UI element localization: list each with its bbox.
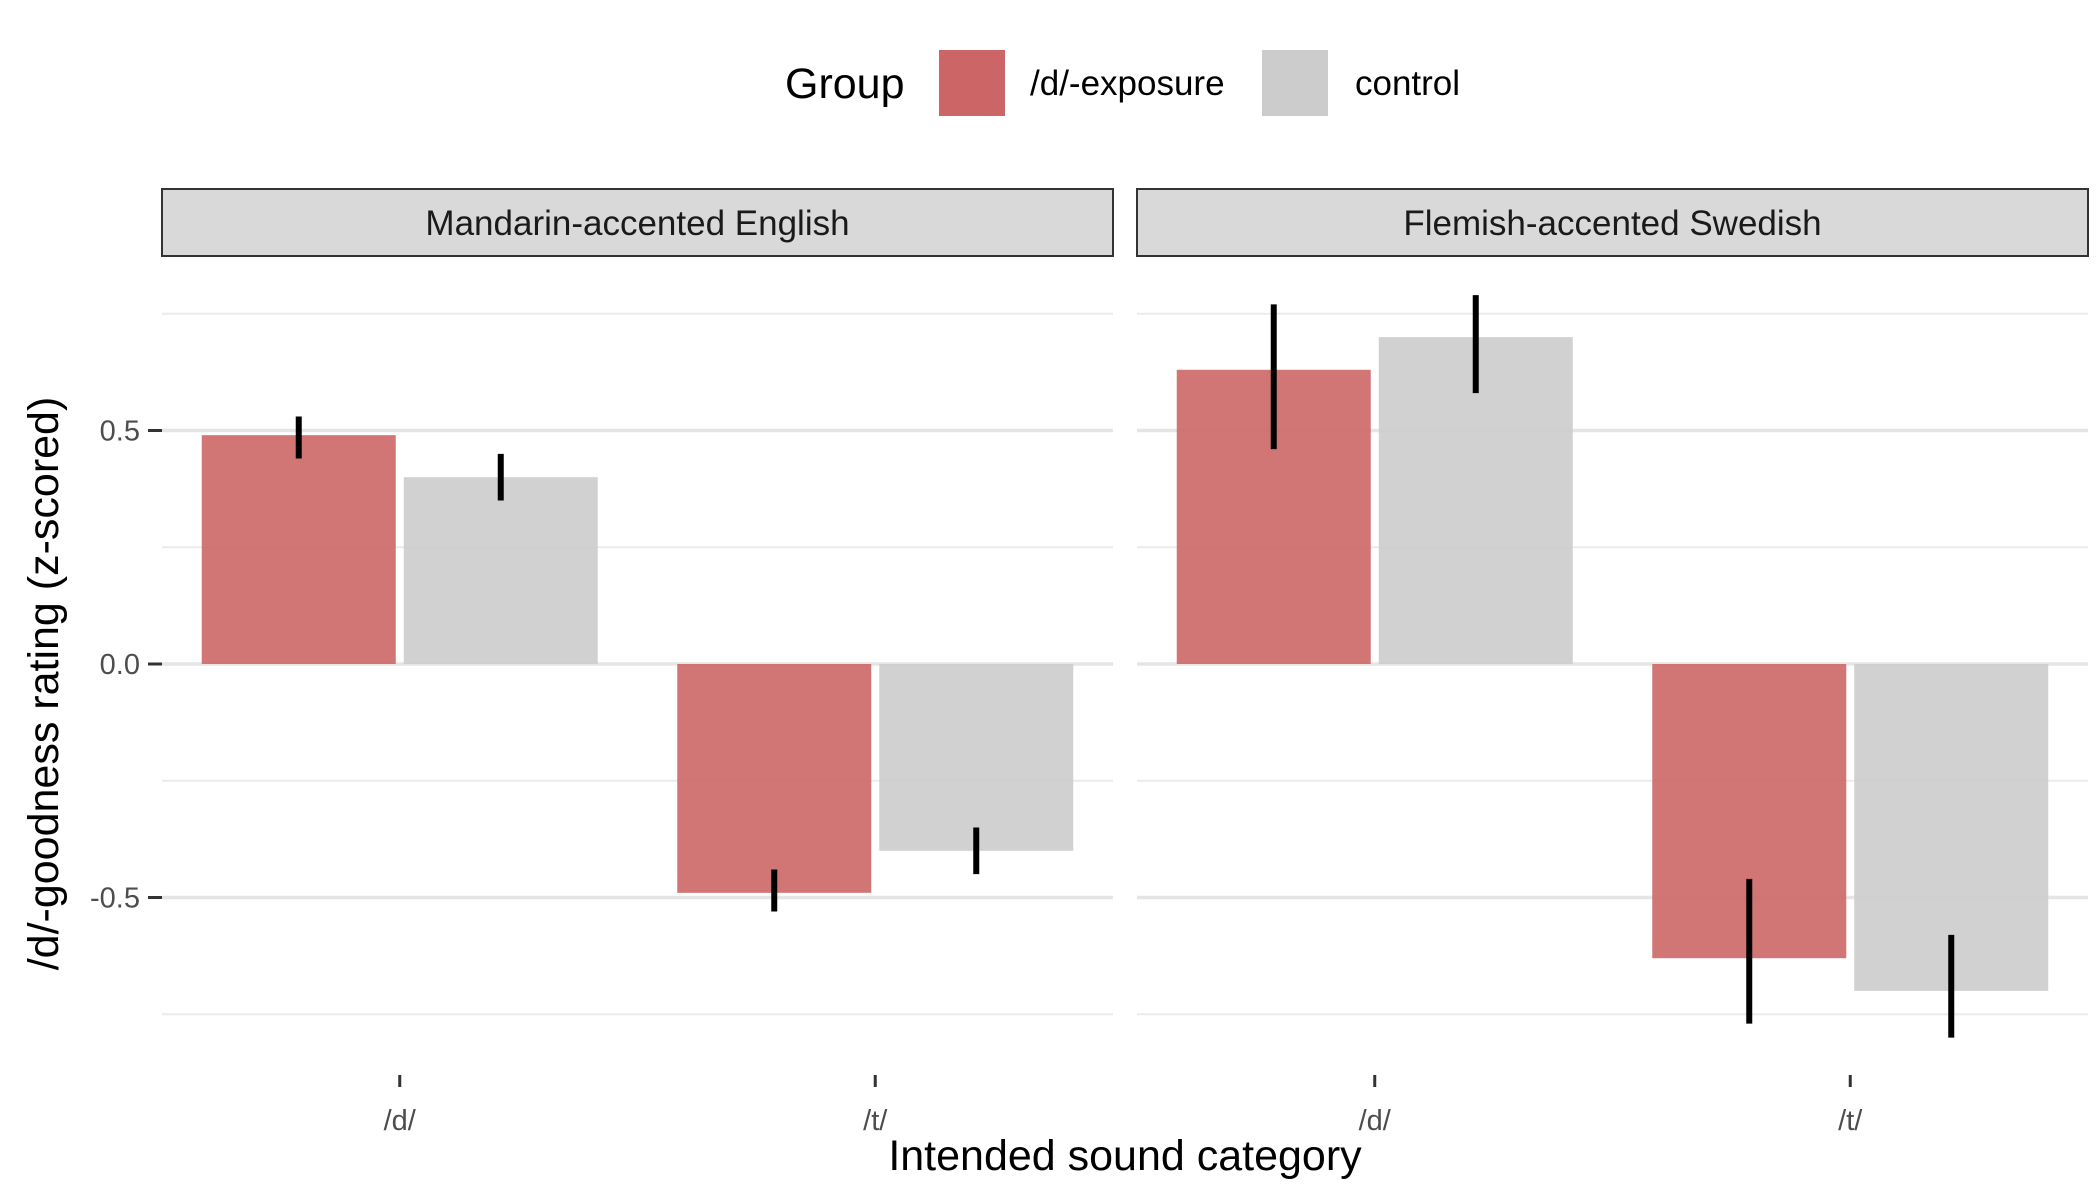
y-tick-label: 0.5 bbox=[100, 416, 140, 448]
panel-strip-1 bbox=[1136, 188, 2089, 257]
panels: Mandarin-accented English/d/ /t/Flemish-a… bbox=[161, 188, 2089, 1137]
y-axis: -0.5 0.0 0.5 bbox=[90, 416, 162, 915]
legend: Group /d/-exposure control bbox=[785, 50, 1460, 116]
legend-label-1: control bbox=[1355, 64, 1460, 103]
panel-title-0: Mandarin-accented English bbox=[425, 204, 849, 243]
x-tick-label: /d/ bbox=[1359, 1105, 1392, 1137]
panel-strip-0 bbox=[161, 188, 1114, 257]
x-tick-label: /t/ bbox=[863, 1105, 888, 1137]
x-tick-label: /d/ bbox=[384, 1105, 417, 1137]
panel-0: Mandarin-accented English/d/ /t/ bbox=[161, 188, 1114, 1137]
panel-title-1: Flemish-accented Swedish bbox=[1403, 204, 1821, 243]
legend-label-0: /d/-exposure bbox=[1030, 64, 1225, 103]
x-tick-label: /t/ bbox=[1838, 1105, 1863, 1137]
y-axis-title: /d/-goodness rating (z-scored) bbox=[20, 397, 68, 971]
bar-mandarin-accented-control-1 bbox=[879, 664, 1074, 851]
legend-key-1 bbox=[1262, 50, 1328, 116]
legend-title: Group bbox=[785, 60, 905, 108]
y-tick-label: 0.0 bbox=[100, 649, 140, 681]
bar-mandarin-accented-dexposure-1 bbox=[677, 664, 872, 893]
legend-key-0 bbox=[939, 50, 1005, 116]
y-tick-label: -0.5 bbox=[90, 883, 140, 915]
panel-1: Flemish-accented Swedish/d/ /t/ bbox=[1136, 188, 2089, 1137]
bar-mandarin-accented-dexposure-0 bbox=[201, 435, 396, 664]
x-axis-title: Intended sound category bbox=[888, 1132, 1362, 1180]
bar-mandarin-accented-control-0 bbox=[403, 477, 598, 664]
